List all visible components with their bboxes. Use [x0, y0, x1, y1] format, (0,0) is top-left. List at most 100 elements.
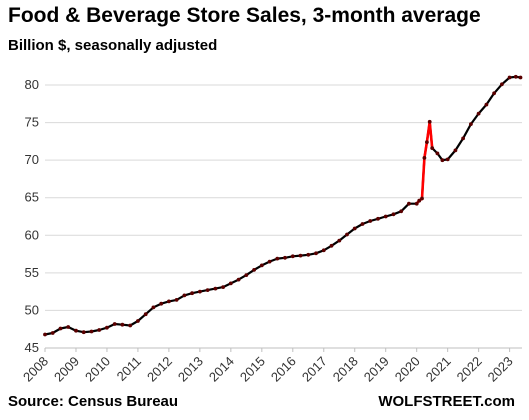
data-point [214, 287, 218, 291]
x-tick-label: 2010 [82, 354, 113, 385]
data-point [128, 324, 132, 328]
data-point [384, 215, 388, 219]
y-tick-label: 55 [25, 265, 39, 280]
data-point [97, 328, 101, 332]
data-point [361, 222, 365, 226]
data-point [415, 202, 419, 206]
y-tick-label: 70 [25, 152, 39, 167]
data-point [252, 268, 256, 272]
x-tick-label: 2012 [144, 354, 175, 385]
data-point [299, 254, 303, 258]
x-tick-label: 2016 [268, 354, 299, 385]
data-point [446, 158, 450, 162]
data-point [430, 146, 434, 150]
data-point [423, 156, 427, 160]
data-point [43, 333, 47, 337]
data-point [229, 282, 233, 286]
data-point [183, 294, 187, 298]
data-point [260, 264, 264, 268]
data-point [121, 323, 125, 327]
grid-lines [45, 85, 522, 348]
y-tick-label: 60 [25, 227, 39, 242]
x-tick-label: 2015 [237, 354, 268, 385]
data-point [508, 76, 512, 80]
data-point [425, 140, 429, 144]
data-point [353, 227, 357, 231]
data-point [144, 312, 148, 316]
series-group [45, 77, 521, 335]
data-point [198, 290, 202, 294]
brand-logo-text: WOLFSTREET.com [378, 393, 515, 410]
x-tick-label: 2017 [299, 354, 330, 385]
x-tick-label: 2023 [485, 354, 516, 385]
x-tick-label: 2008 [20, 354, 51, 385]
y-tick-label: 45 [25, 340, 39, 355]
data-point [392, 212, 396, 216]
data-point [368, 219, 372, 223]
data-point [152, 306, 156, 310]
data-point [492, 91, 496, 95]
data-point [330, 244, 334, 248]
data-point [283, 256, 287, 260]
data-point [436, 152, 440, 156]
data-point [51, 331, 55, 335]
data-point [244, 273, 248, 277]
data-point [206, 288, 210, 292]
data-point [175, 298, 179, 302]
data-point [420, 197, 424, 201]
x-tick-label: 2020 [392, 354, 423, 385]
y-tick-label: 65 [25, 190, 39, 205]
data-point [59, 327, 63, 331]
data-point [66, 325, 70, 329]
y-tick-label: 80 [25, 77, 39, 92]
data-point [167, 300, 171, 304]
data-point [376, 217, 380, 221]
data-point [74, 329, 78, 333]
data-point [500, 82, 504, 86]
data-point [407, 202, 411, 206]
data-point [514, 75, 518, 79]
data-point [469, 122, 473, 126]
data-point [105, 326, 109, 330]
data-point [454, 149, 458, 153]
data-point [306, 253, 310, 257]
data-point [399, 209, 403, 213]
data-point [291, 254, 295, 258]
data-point [477, 112, 481, 116]
data-point [159, 302, 163, 306]
data-point [221, 285, 225, 289]
marker-group [43, 75, 522, 337]
data-point [519, 76, 523, 80]
x-tick-label: 2009 [51, 354, 82, 385]
data-point [314, 251, 318, 255]
data-point [190, 291, 194, 295]
x-tick-label: 2021 [423, 354, 454, 385]
x-tick-label: 2019 [361, 354, 392, 385]
data-point [268, 260, 272, 264]
y-tick-label: 50 [25, 302, 39, 317]
data-point [337, 239, 341, 243]
x-axis-ticks: 2008 2009 2010 2011 2012 2013 2014 2015 2016 2017… [20, 348, 516, 385]
data-point [428, 120, 432, 124]
y-axis-ticks: 45 50 55 60 65 70 75 80 [25, 77, 39, 355]
data-point [82, 330, 86, 334]
x-tick-label: 2011 [114, 354, 144, 384]
x-tick-label: 2022 [454, 354, 485, 385]
highlight-line [417, 122, 433, 204]
x-tick-label: 2013 [175, 354, 206, 385]
data-point [113, 322, 117, 326]
data-point [345, 233, 349, 237]
data-point [275, 257, 279, 261]
data-point [441, 158, 445, 162]
source-note: Source: Census Bureau [8, 393, 178, 410]
data-point [485, 103, 489, 107]
data-point [136, 319, 140, 323]
data-point [90, 330, 94, 334]
data-point [237, 278, 241, 282]
data-point [322, 248, 326, 252]
y-tick-label: 75 [25, 115, 39, 130]
x-tick-label: 2018 [330, 354, 361, 385]
x-tick-label: 2014 [206, 354, 237, 385]
series-line [45, 77, 521, 335]
